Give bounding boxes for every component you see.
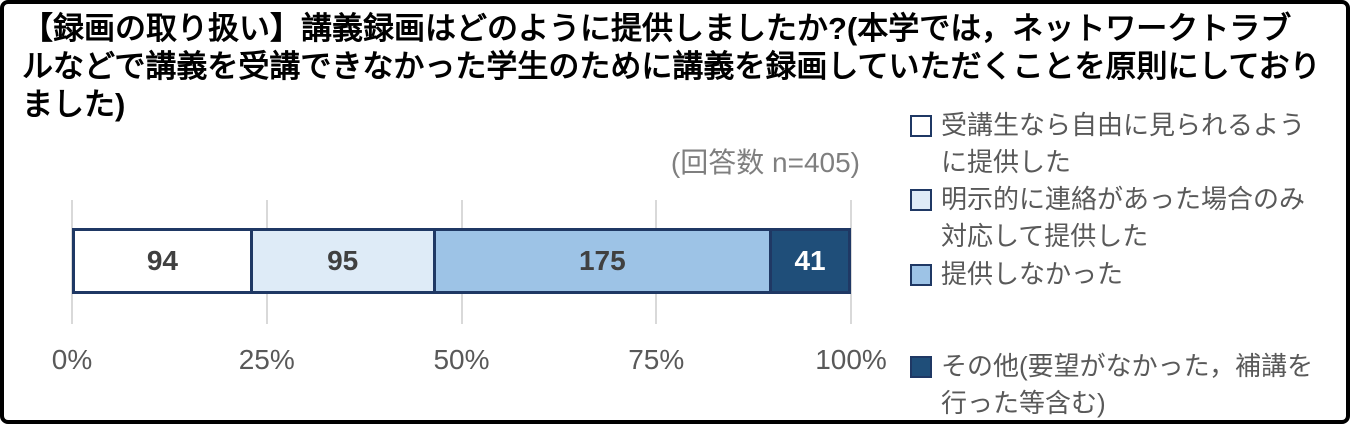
legend-swatch [910, 264, 932, 286]
segment-value-label: 94 [146, 245, 178, 276]
legend-item: その他(要望がなかった，補講を行った等含む) [910, 348, 1329, 420]
x-axis-tick-label: 50% [433, 344, 490, 375]
segment-value-label: 175 [578, 245, 626, 276]
legend-item: 明示的に連絡があった場合のみ対応して提供した [910, 181, 1329, 255]
legend-label: その他(要望がなかった，補講を行った等含む) [941, 351, 1314, 418]
bar-segment: 95 [252, 228, 436, 294]
bar-segment: 41 [772, 228, 851, 294]
plot-area: 94 95 175 41 [71, 200, 852, 324]
legend-item: 提供しなかった [910, 256, 1329, 293]
legend-label: 明示的に連絡があった場合のみ対応して提供した [941, 184, 1306, 251]
legend-item: 受講生なら自由に見られるように提供した [910, 107, 1329, 181]
stacked-bar: 94 95 175 41 [72, 228, 851, 294]
legend-swatch [910, 115, 932, 137]
chart-title: 【録画の取り扱い】講義録画はどのように提供しましたか?(本学では，ネットワークト… [22, 11, 1321, 122]
segment-value-label: 41 [794, 245, 826, 276]
legend: 受講生なら自由に見られるように提供した 明示的に連絡があった場合のみ対応して提供し… [910, 105, 1336, 420]
bar-segment: 175 [435, 228, 773, 294]
x-axis: 0% 25% 50% 75% 100% [52, 344, 887, 376]
x-axis-tick-label: 25% [238, 344, 295, 375]
gridline [850, 200, 852, 324]
bar-segment: 94 [72, 228, 253, 294]
segment-value-label: 95 [327, 245, 359, 276]
x-axis-tick-label: 0% [51, 344, 93, 375]
x-axis-tick-label: 100% [815, 344, 887, 375]
legend-label: 受講生なら自由に見られるように提供した [941, 110, 1306, 177]
legend-label: 提供しなかった [941, 259, 1124, 289]
x-axis-tick-label: 75% [628, 344, 685, 375]
response-count-note: (回答数 n=405) [670, 147, 860, 178]
legend-swatch [910, 356, 932, 378]
legend-swatch [910, 189, 932, 211]
